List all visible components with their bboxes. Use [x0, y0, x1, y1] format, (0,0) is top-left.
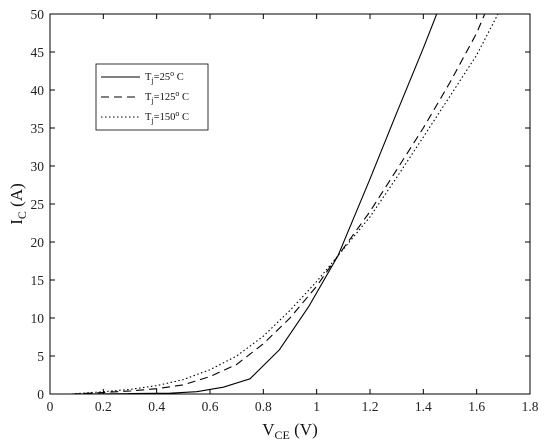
- y-tick-label: 35: [31, 121, 45, 136]
- legend-label: Tj=125o C: [145, 89, 189, 105]
- series-line-solid: [71, 14, 438, 394]
- y-axis-title-sub: C: [15, 211, 29, 219]
- x-tick-label: 1.2: [362, 399, 379, 414]
- x-axis-ticks: 0 0.2 0.4 0.6 0.8 1 1.2 1.4 1.6 1.8: [47, 14, 539, 414]
- y-tick-label: 30: [31, 159, 45, 174]
- series-line-dotted: [71, 14, 499, 394]
- y-tick-label: 5: [37, 349, 44, 364]
- y-axis-ticks: 0 5 10 15 20 25 30 35 40 45 50: [31, 7, 530, 402]
- x-tick-label: 0.2: [95, 399, 112, 414]
- y-axis-title-main: I: [7, 219, 26, 225]
- x-tick-label: 0: [47, 399, 54, 414]
- x-tick-label: 1.6: [468, 399, 485, 414]
- y-tick-label: 50: [31, 7, 45, 22]
- y-tick-label: 20: [31, 235, 45, 250]
- x-tick-label: 0.4: [148, 399, 165, 414]
- x-tick-label: 1.4: [415, 399, 432, 414]
- plot-lines: [71, 14, 499, 394]
- x-tick-label: 1: [313, 399, 320, 414]
- y-tick-label: 40: [31, 83, 45, 98]
- y-tick-label: 45: [31, 45, 45, 60]
- legend-label: Tj=150o C: [145, 109, 189, 125]
- x-axis-title-main: V: [262, 420, 275, 439]
- y-axis-title-unit: (A): [7, 183, 26, 211]
- x-tick-label: 0.6: [202, 399, 219, 414]
- legend: Tj=25o C Tj=125o C Tj=150o C: [95, 63, 209, 131]
- y-tick-label: 15: [31, 273, 45, 288]
- y-axis-title: IC (A): [7, 183, 29, 225]
- y-tick-label: 25: [31, 197, 45, 212]
- y-tick-label: 0: [37, 387, 44, 402]
- x-axis-title-unit: (V): [290, 420, 318, 439]
- y-tick-label: 10: [31, 311, 45, 326]
- x-axis-title-sub: CE: [275, 428, 290, 442]
- x-tick-label: 1.8: [522, 399, 539, 414]
- x-tick-label: 0.8: [255, 399, 272, 414]
- legend-label: Tj=25o C: [145, 69, 184, 85]
- x-axis-title: VCE (V): [262, 420, 317, 442]
- series-line-dashed: [71, 14, 486, 394]
- legend-items: Tj=25o C Tj=125o C Tj=150o C: [101, 69, 189, 125]
